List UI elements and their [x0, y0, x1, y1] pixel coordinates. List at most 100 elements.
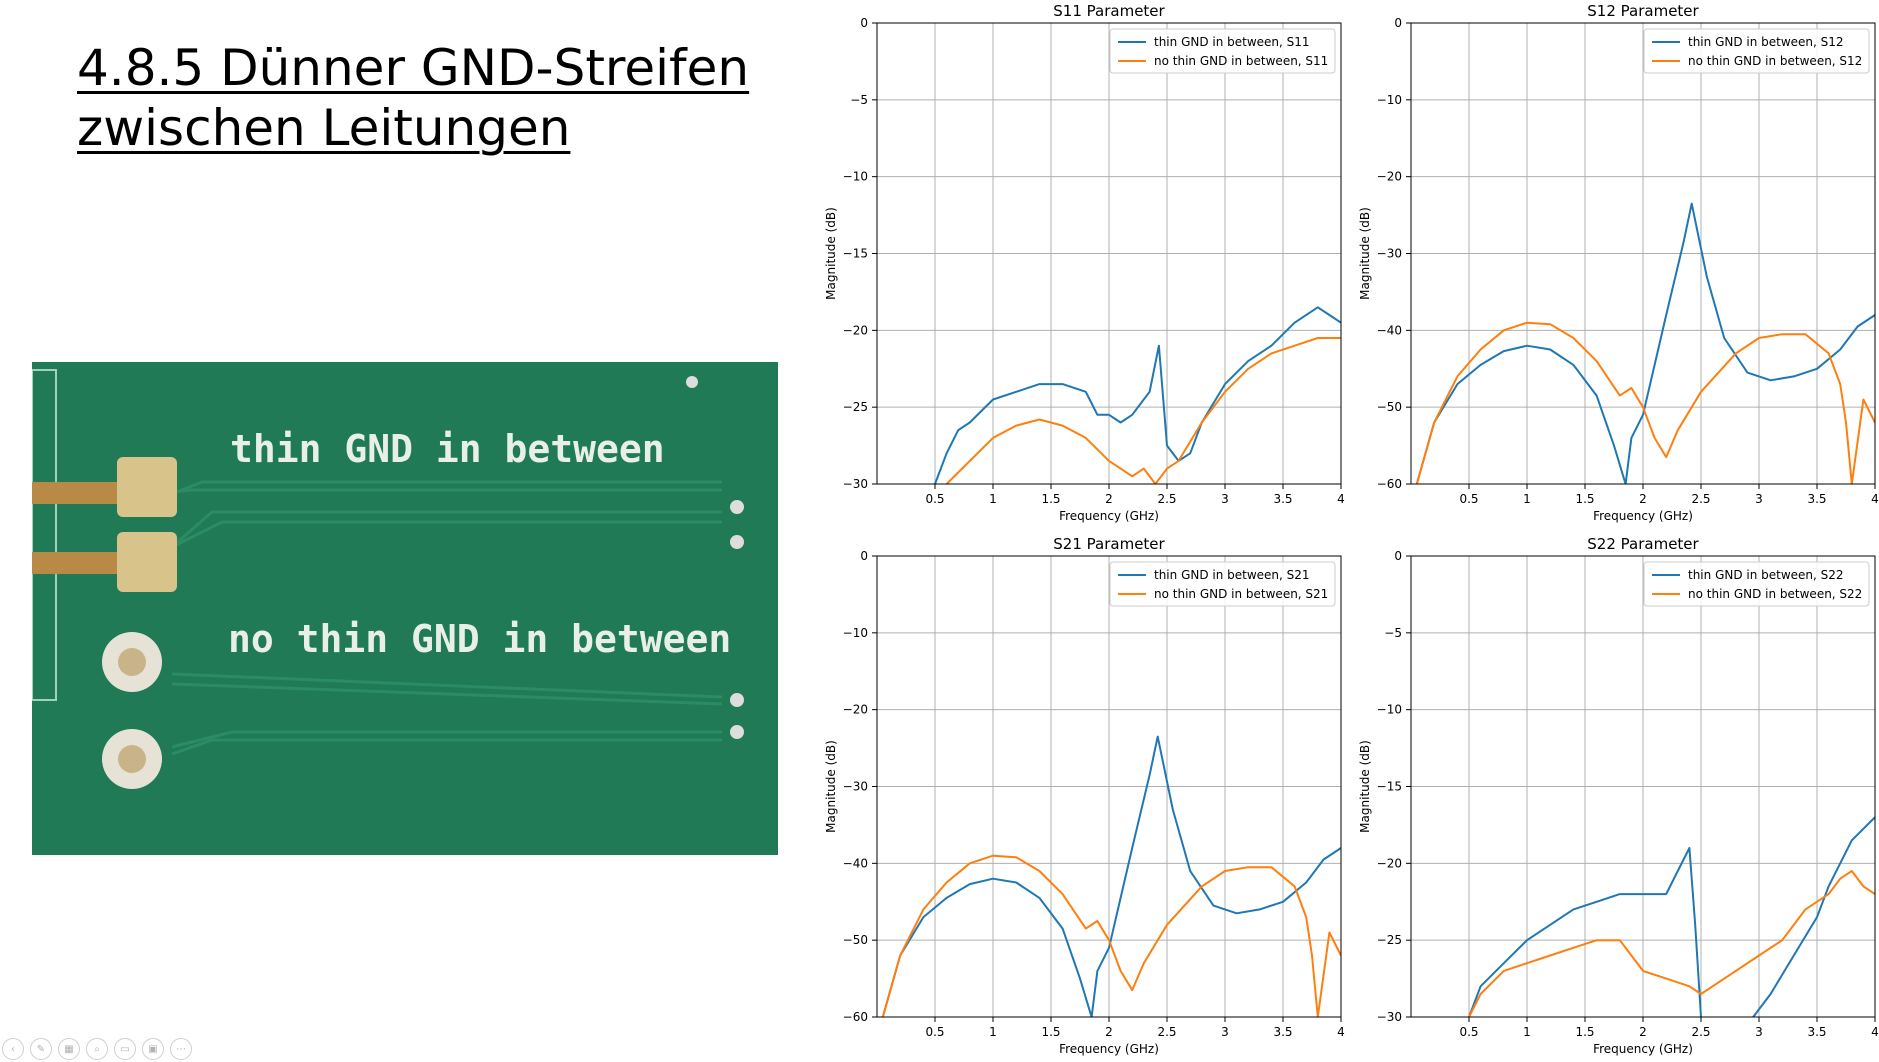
x-tick-label: 2	[1639, 492, 1647, 506]
plot-frame	[876, 22, 1342, 485]
chart-title: S11 Parameter	[1053, 2, 1165, 20]
y-tick-label: −40	[1377, 323, 1402, 337]
x-tick-label: 3	[1755, 492, 1763, 506]
x-tick-label: 0.5	[925, 492, 944, 506]
x-tick-label: 2	[1639, 1025, 1647, 1039]
presentation-toolbar: ‹ ✎ ▦ ⌕ ▭ ▣ ⋯	[2, 1038, 192, 1060]
pcb-connectors	[32, 376, 744, 789]
chart-panel-1: 0.5 1 1.5 2 2.5 3 3.5 4 0 −5 −10 −15 −20 −25 −30 S11 Pa…	[824, 2, 1345, 523]
y-tick-label: −20	[843, 703, 868, 717]
legend-box	[1643, 561, 1870, 607]
pcb-traces	[171, 480, 723, 756]
y-tick-label: −25	[1377, 933, 1402, 947]
x-tick-label: 1	[1523, 1025, 1531, 1039]
chart-legend: thin GND in between, S12 no thin GND in b…	[1643, 28, 1870, 74]
slide-title: 4.8.5 Dünner GND-Streifen zwischen Leitu…	[77, 38, 777, 158]
x-axis-label: Frequency (GHz)	[1593, 1042, 1693, 1056]
y-tick-label: 0	[860, 549, 868, 563]
chart-title: S12 Parameter	[1587, 2, 1699, 20]
x-tick-label: 2.5	[1157, 492, 1176, 506]
y-tick-label: −10	[843, 170, 868, 184]
y-tick-label: −30	[843, 780, 868, 794]
y-axis-label: Magnitude (dB)	[1358, 740, 1372, 833]
legend-label: no thin GND in between, S12	[1688, 54, 1862, 68]
y-tick-label: −30	[843, 477, 868, 491]
chart-title: S21 Parameter	[1053, 535, 1165, 553]
x-axis-label: Frequency (GHz)	[1593, 509, 1693, 523]
y-tick-label: −20	[1377, 170, 1402, 184]
camera-icon[interactable]: ▣	[142, 1038, 164, 1060]
x-tick-label: 2	[1105, 1025, 1113, 1039]
x-tick-label: 1.5	[1041, 492, 1060, 506]
x-axis-label: Frequency (GHz)	[1059, 1042, 1159, 1056]
series-line	[1415, 202, 1875, 484]
x-tick-label: 4	[1871, 1025, 1879, 1039]
x-tick-label: 3	[1755, 1025, 1763, 1039]
x-tick-label: 4	[1871, 492, 1879, 506]
series-line	[1468, 847, 1702, 1017]
x-tick-label: 2.5	[1691, 492, 1710, 506]
y-axis-label: Magnitude (dB)	[824, 740, 838, 833]
x-tick-label: 2.5	[1157, 1025, 1176, 1039]
y-tick-label: −10	[1377, 93, 1402, 107]
legend-box	[1109, 561, 1336, 607]
legend-label: thin GND in between, S11	[1154, 35, 1310, 49]
series-line	[934, 306, 1341, 484]
y-tick-label: −60	[843, 1010, 868, 1024]
x-tick-label: 4	[1337, 1025, 1345, 1039]
y-tick-label: −40	[843, 856, 868, 870]
x-tick-label: 1.5	[1575, 1025, 1594, 1039]
subtitle-icon[interactable]: ▭	[114, 1038, 136, 1060]
pcb-label-thin-gnd: thin GND in between	[230, 427, 665, 471]
y-tick-label: −50	[1377, 400, 1402, 414]
legend-label: no thin GND in between, S11	[1154, 54, 1328, 68]
x-tick-label: 0.5	[925, 1025, 944, 1039]
legend-label: no thin GND in between, S22	[1688, 587, 1862, 601]
x-tick-label: 2	[1105, 492, 1113, 506]
y-axis-label: Magnitude (dB)	[1358, 207, 1372, 300]
y-tick-label: 0	[860, 16, 868, 30]
x-tick-label: 3.5	[1273, 492, 1292, 506]
chart-panel-3: 0.5 1 1.5 2 2.5 3 3.5 4 0 −10 −20 −30 −40 −50 −60 S21 P…	[824, 535, 1345, 1056]
legend-label: thin GND in between, S12	[1688, 35, 1844, 49]
y-tick-label: −5	[1384, 626, 1402, 640]
slide-title-line-2: zwischen Leitungen	[77, 99, 571, 157]
pen-icon[interactable]: ✎	[30, 1038, 52, 1060]
x-tick-label: 1.5	[1575, 492, 1594, 506]
series-line	[881, 854, 1341, 1017]
chart-legend: thin GND in between, S22 no thin GND in b…	[1643, 561, 1870, 607]
chart-legend: thin GND in between, S21 no thin GND in b…	[1109, 561, 1336, 607]
x-tick-label: 3.5	[1807, 1025, 1826, 1039]
chart-title: S22 Parameter	[1587, 535, 1699, 553]
slide-title-line-1: 4.8.5 Dünner GND-Streifen	[77, 39, 750, 97]
y-tick-label: −10	[843, 626, 868, 640]
x-tick-label: 1.5	[1041, 1025, 1060, 1039]
chart-legend: thin GND in between, S11 no thin GND in b…	[1109, 28, 1336, 74]
legend-box	[1109, 28, 1336, 74]
plot-frame	[1410, 22, 1876, 485]
series-line	[1752, 816, 1875, 1017]
y-tick-label: −30	[1377, 1010, 1402, 1024]
series-line	[881, 735, 1341, 1017]
legend-label: thin GND in between, S22	[1688, 568, 1844, 582]
plot-frame	[1410, 555, 1876, 1018]
y-tick-label: −60	[1377, 477, 1402, 491]
x-tick-label: 0.5	[1459, 1025, 1478, 1039]
y-axis-label: Magnitude (dB)	[824, 207, 838, 300]
pcb-photo: thin GND in between no thin GND in betwe…	[32, 362, 778, 855]
legend-label: no thin GND in between, S21	[1154, 587, 1328, 601]
plot-frame	[876, 555, 1342, 1018]
slides-icon[interactable]: ▦	[58, 1038, 80, 1060]
more-icon[interactable]: ⋯	[170, 1038, 192, 1060]
zoom-icon[interactable]: ⌕	[86, 1038, 108, 1060]
prev-icon[interactable]: ‹	[2, 1038, 24, 1060]
y-tick-label: −20	[1377, 856, 1402, 870]
legend-label: thin GND in between, S21	[1154, 568, 1310, 582]
x-axis-label: Frequency (GHz)	[1059, 509, 1159, 523]
x-tick-label: 1	[1523, 492, 1531, 506]
y-tick-label: −10	[1377, 703, 1402, 717]
x-tick-label: 3.5	[1807, 492, 1826, 506]
x-tick-label: 1	[989, 1025, 997, 1039]
y-tick-label: −50	[843, 933, 868, 947]
y-tick-label: 0	[1394, 549, 1402, 563]
